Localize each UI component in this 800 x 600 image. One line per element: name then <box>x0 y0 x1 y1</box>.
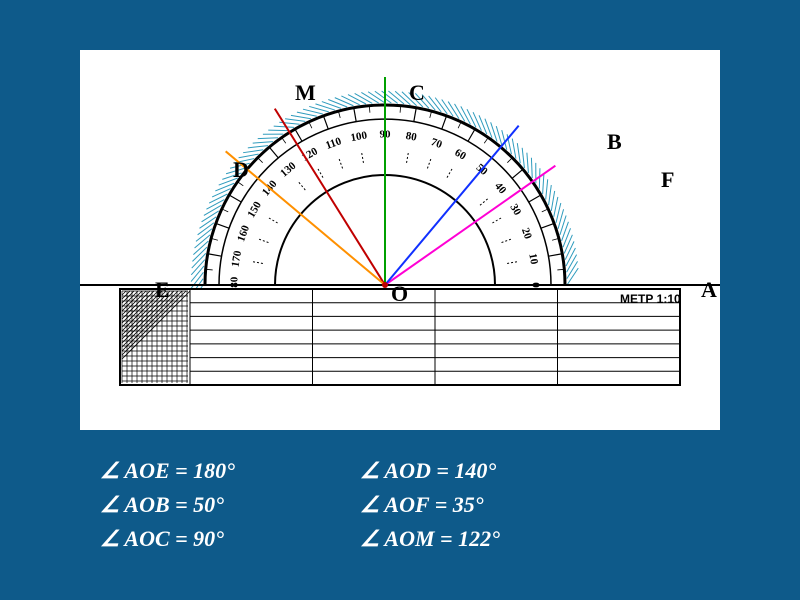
angle-value: ∠ AOM = 122° <box>360 526 620 552</box>
tick-label: 110 <box>324 135 344 152</box>
tick-label: 10 <box>526 252 540 265</box>
tick <box>323 116 328 129</box>
label-O: O <box>391 281 408 307</box>
tick-label: 170 <box>229 249 244 268</box>
tick <box>229 195 241 202</box>
angle-value: ∠ AOF = 35° <box>360 492 620 518</box>
label-F: F <box>661 167 674 193</box>
tick-label: 100 <box>350 129 369 144</box>
tick <box>216 223 229 228</box>
tick-label: 160 <box>235 223 252 243</box>
tick <box>548 254 562 256</box>
tick <box>529 195 541 202</box>
angle-value: ∠ AOC = 90° <box>100 526 360 552</box>
label-D: D <box>233 157 249 183</box>
label-M: M <box>295 80 316 106</box>
tick-label: 20 <box>519 226 534 241</box>
tick <box>295 129 302 141</box>
ruler-scale-text: МЕТР 1:10 <box>620 292 681 306</box>
tick-label: 130 <box>278 160 299 180</box>
tick <box>414 108 416 122</box>
tick <box>269 147 278 158</box>
tick <box>354 108 356 122</box>
ray-M <box>275 109 385 285</box>
tick <box>468 129 475 141</box>
stage: 0102030405060708090100110120130140150160… <box>0 0 800 600</box>
label-C: C <box>409 80 425 106</box>
angle-value: ∠ AOD = 140° <box>360 458 620 484</box>
angle-value: ∠ AOE = 180° <box>100 458 360 484</box>
angle-readouts: ∠ AOE = 180° ∠ AOD = 140° ∠ AOB = 50° ∠ … <box>100 450 660 560</box>
tick-label: 80 <box>405 130 418 144</box>
tick-label: 30 <box>507 202 523 218</box>
tick <box>512 169 523 178</box>
protractor-panel: 0102030405060708090100110120130140150160… <box>80 50 720 430</box>
label-E: E <box>155 277 170 303</box>
tick <box>208 254 222 256</box>
angle-value: ∠ AOB = 50° <box>100 492 360 518</box>
ray-D <box>226 151 385 285</box>
label-A: A <box>701 277 717 303</box>
tick-label: 40 <box>492 180 509 197</box>
angle-row: ∠ AOB = 50° ∠ AOF = 35° <box>100 492 660 518</box>
tick-label: 150 <box>245 199 264 220</box>
tick <box>442 116 447 129</box>
protractor-svg: 0102030405060708090100110120130140150160… <box>80 50 720 430</box>
tick <box>541 223 554 228</box>
tick-label: 70 <box>429 136 444 151</box>
tick-label: 60 <box>452 147 468 163</box>
angle-row: ∠ AOC = 90° ∠ AOM = 122° <box>100 526 660 552</box>
angle-row: ∠ AOE = 180° ∠ AOD = 140° <box>100 458 660 484</box>
label-B: B <box>607 129 622 155</box>
origin-point <box>382 282 388 288</box>
